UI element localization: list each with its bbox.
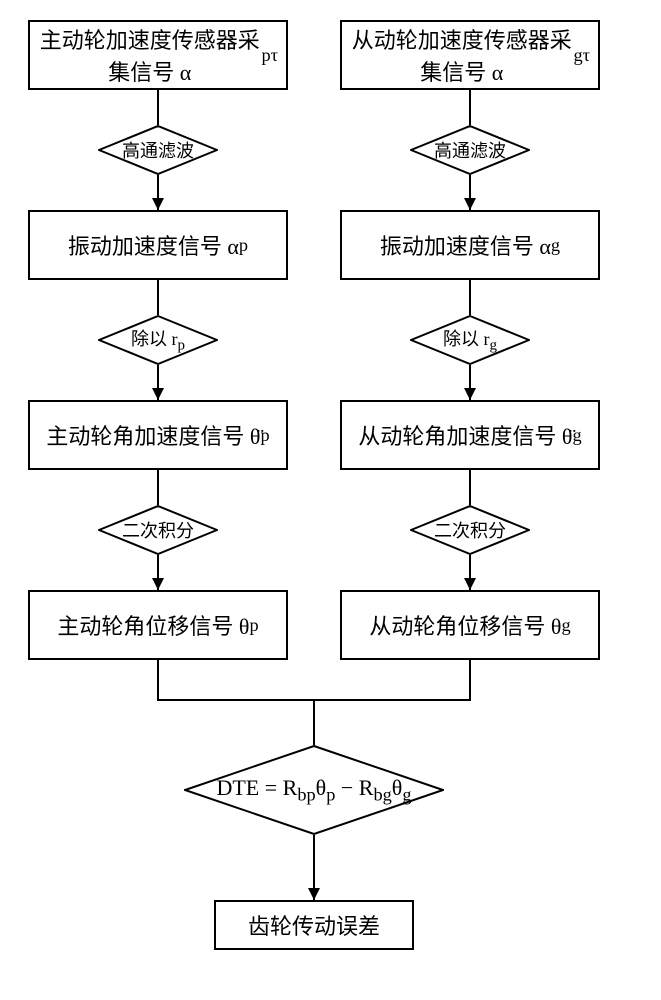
diamond-divide: 除以 rp xyxy=(98,315,218,365)
diamond-integrate: 二次积分 xyxy=(98,505,218,555)
diamond-formula: DTE = Rbpθp − Rbgθg xyxy=(184,745,444,835)
rect-vib: 振动加速度信号 αg xyxy=(340,210,600,280)
connector xyxy=(313,700,315,745)
rect-result: 齿轮传动误差 xyxy=(214,900,414,950)
arrow-head xyxy=(308,888,320,900)
rect-vib: 振动加速度信号 αp xyxy=(28,210,288,280)
arrow-head xyxy=(152,388,164,400)
connector xyxy=(469,280,471,315)
connector xyxy=(157,470,159,505)
connector xyxy=(469,660,471,700)
rect-input: 主动轮加速度传感器采集信号 αpτ xyxy=(28,20,288,90)
diamond-filter: 高通滤波 xyxy=(410,125,530,175)
arrow-head xyxy=(464,388,476,400)
connector xyxy=(157,90,159,125)
arrow-head xyxy=(152,198,164,210)
rect-angdisp: 主动轮角位移信号 θp xyxy=(28,590,288,660)
diamond-integrate: 二次积分 xyxy=(410,505,530,555)
connector xyxy=(157,660,159,700)
connector xyxy=(469,90,471,125)
connector xyxy=(157,280,159,315)
rect-angacc: 主动轮角加速度信号 θ̈p xyxy=(28,400,288,470)
rect-input: 从动轮加速度传感器采集信号 αgτ xyxy=(340,20,600,90)
rect-angdisp: 从动轮角位移信号 θg xyxy=(340,590,600,660)
diamond-filter: 高通滤波 xyxy=(98,125,218,175)
connector xyxy=(469,470,471,505)
arrow-head xyxy=(464,198,476,210)
rect-angacc: 从动轮角加速度信号 θ̈g xyxy=(340,400,600,470)
arrow-head xyxy=(464,578,476,590)
diamond-divide: 除以 rg xyxy=(410,315,530,365)
arrow-head xyxy=(152,578,164,590)
